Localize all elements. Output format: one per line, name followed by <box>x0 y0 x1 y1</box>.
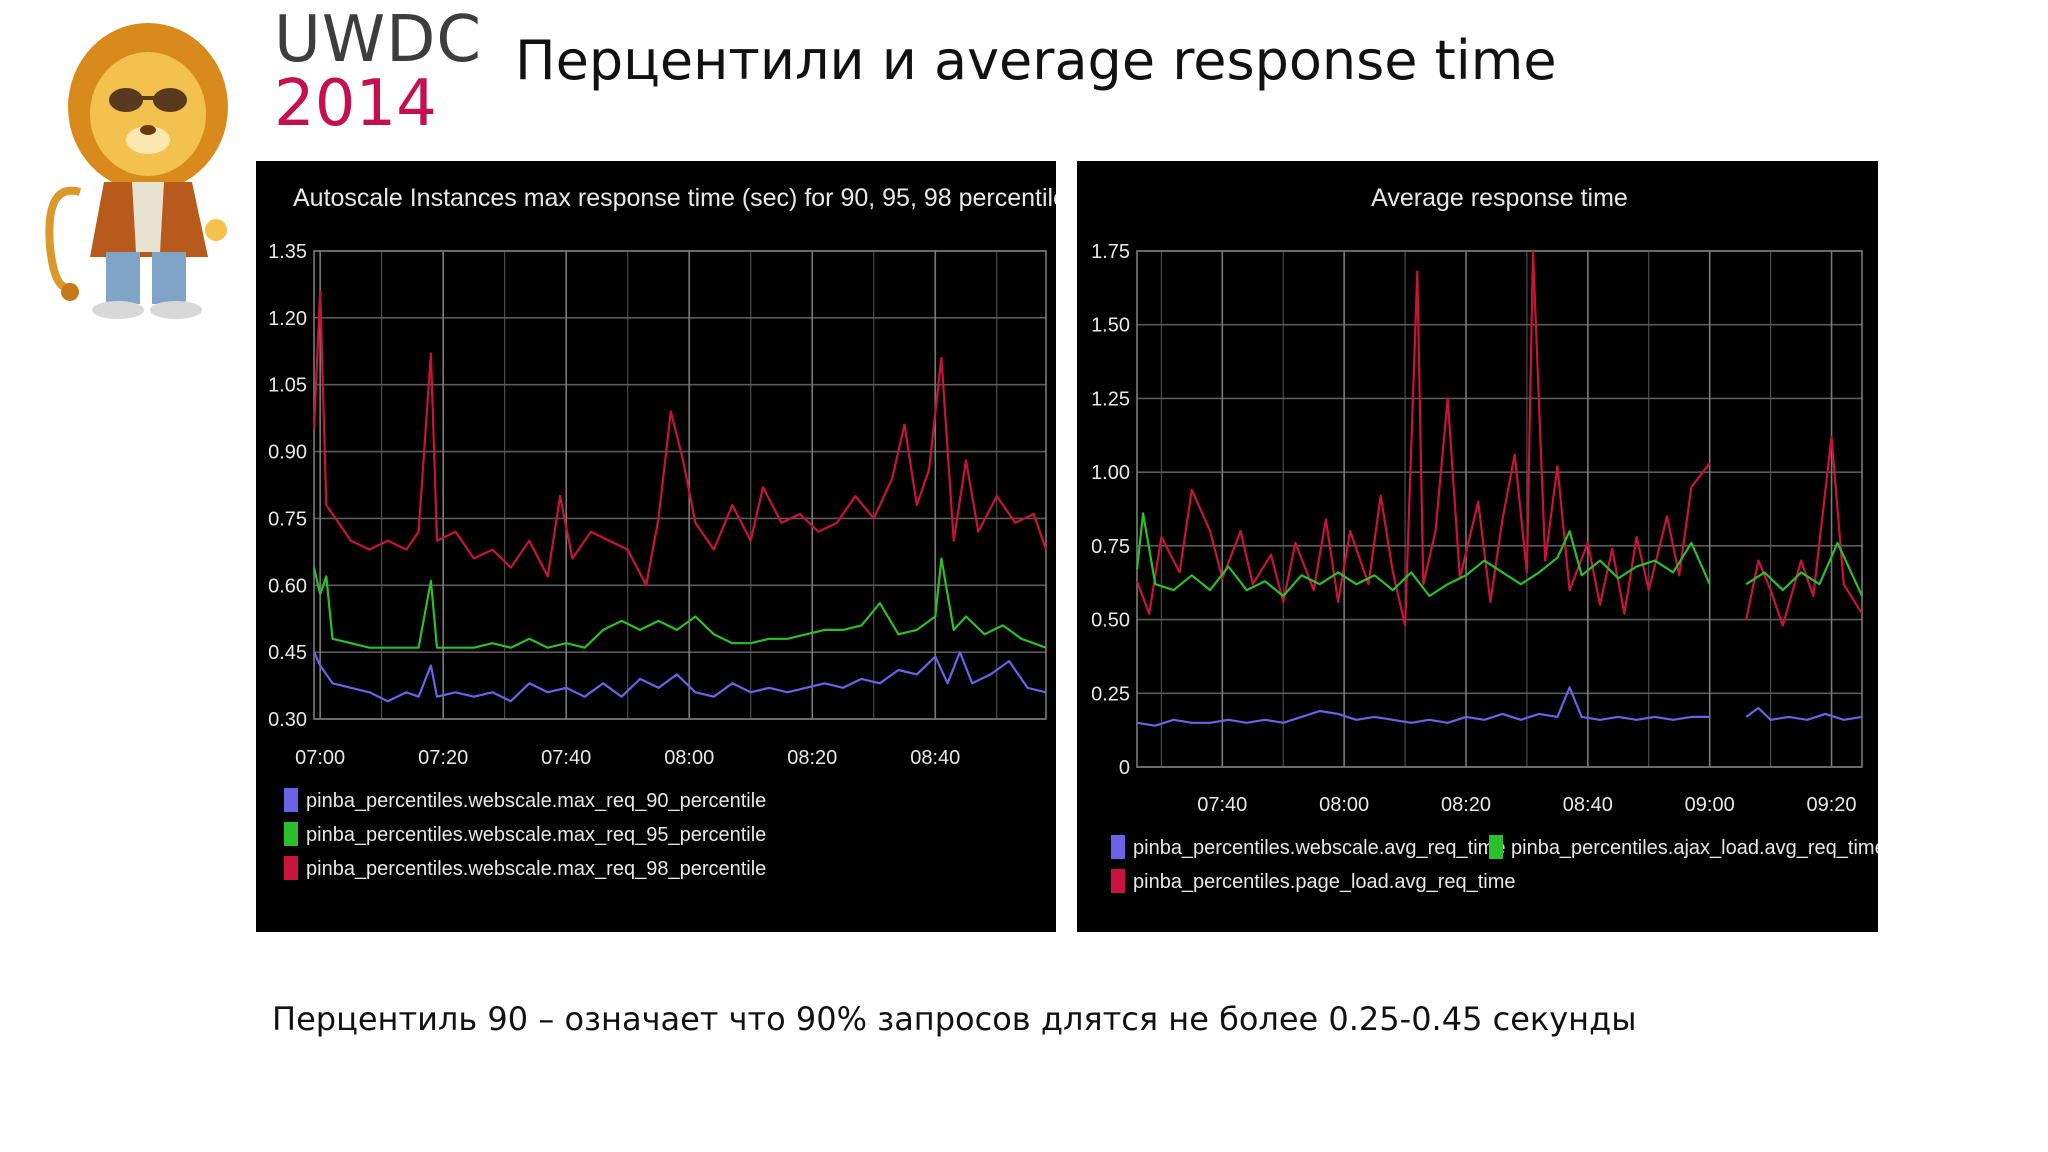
x-tick-label: 07:40 <box>1197 794 1247 816</box>
x-tick-label: 08:40 <box>910 747 960 769</box>
caption-text: Перцентиль 90 – означает что 90% запросо… <box>272 1000 1637 1038</box>
slide-title: Перцентили и average response time <box>515 29 1557 92</box>
y-tick-label: 1.20 <box>268 308 307 330</box>
legend-label: pinba_percentiles.page_load.avg_req_time <box>1133 871 1516 893</box>
series-line-1 <box>1135 512 1863 598</box>
chart-title: Autoscale Instances max response time (s… <box>293 184 1056 212</box>
series-line-0 <box>1136 686 1863 727</box>
y-tick-label: 1.25 <box>1091 388 1130 410</box>
legend-swatch <box>1111 869 1125 893</box>
legend-swatch <box>284 788 298 812</box>
y-tick-label: 0.45 <box>268 642 307 664</box>
y-tick-label: 0.75 <box>268 508 307 530</box>
legend-swatch <box>284 822 298 846</box>
legend-label: pinba_percentiles.webscale.max_req_98_pe… <box>306 858 766 880</box>
y-tick-label: 1.50 <box>1091 315 1130 337</box>
x-tick-label: 07:20 <box>418 747 468 769</box>
series-line-2 <box>1135 249 1863 627</box>
uwdc-logo: UWDC 2014 <box>274 0 494 140</box>
chart-title: Average response time <box>1371 184 1628 212</box>
x-tick-label: 07:00 <box>295 747 345 769</box>
y-tick-label: 0.30 <box>268 709 307 731</box>
x-tick-label: 09:20 <box>1807 794 1857 816</box>
x-tick-label: 08:20 <box>787 747 837 769</box>
legend-label: pinba_percentiles.webscale.max_req_95_pe… <box>306 824 766 846</box>
x-tick-label: 09:00 <box>1685 794 1735 816</box>
y-tick-label: 0.90 <box>268 442 307 464</box>
y-tick-label: 0.25 <box>1091 683 1130 705</box>
legend-label: pinba_percentiles.webscale.avg_req_time <box>1133 837 1505 859</box>
x-tick-label: 08:40 <box>1563 794 1613 816</box>
chart-panel-average: Average response time 1.75 1.50 1.25 1.00 0.7… <box>1077 161 1878 932</box>
legend-swatch <box>1111 835 1125 859</box>
series-line-1 <box>312 557 1047 649</box>
x-tick-label: 07:40 <box>541 747 591 769</box>
series-line-0 <box>313 651 1047 703</box>
y-tick-label: 0.50 <box>1091 610 1130 632</box>
x-tick-label: 08:00 <box>664 747 714 769</box>
x-tick-label: 08:20 <box>1441 794 1491 816</box>
y-tick-label: 0.60 <box>268 575 307 597</box>
y-tick-label: 1.00 <box>1091 462 1130 484</box>
x-tick-label: 08:00 <box>1319 794 1369 816</box>
plot-frame <box>1136 250 1863 768</box>
legend-label: pinba_percentiles.webscale.max_req_90_pe… <box>306 790 766 812</box>
y-tick-label: 1.05 <box>268 375 307 397</box>
legend-swatch <box>1489 835 1503 859</box>
plot-frame <box>313 250 1047 720</box>
y-tick-label: 1.75 <box>1091 241 1130 263</box>
logo-line2: 2014 <box>274 67 437 141</box>
y-tick-label: 0 <box>1119 757 1130 779</box>
legend-swatch <box>284 856 298 880</box>
logo-line1: UWDC <box>274 3 483 77</box>
chart-average-response-time: Average response time 1.75 1.50 1.25 1.00 0.7… <box>1091 184 1878 893</box>
lion-mascot-image <box>45 23 228 319</box>
chart-percentiles: Autoscale Instances max response time (s… <box>268 184 1056 880</box>
chart-panel-percentiles: Autoscale Instances max response time (s… <box>256 161 1056 932</box>
y-tick-label: 1.35 <box>268 241 307 263</box>
series-line-2 <box>312 290 1048 587</box>
y-tick-label: 0.75 <box>1091 536 1130 558</box>
legend-label: pinba_percentiles.ajax_load.avg_req_time <box>1511 837 1878 859</box>
